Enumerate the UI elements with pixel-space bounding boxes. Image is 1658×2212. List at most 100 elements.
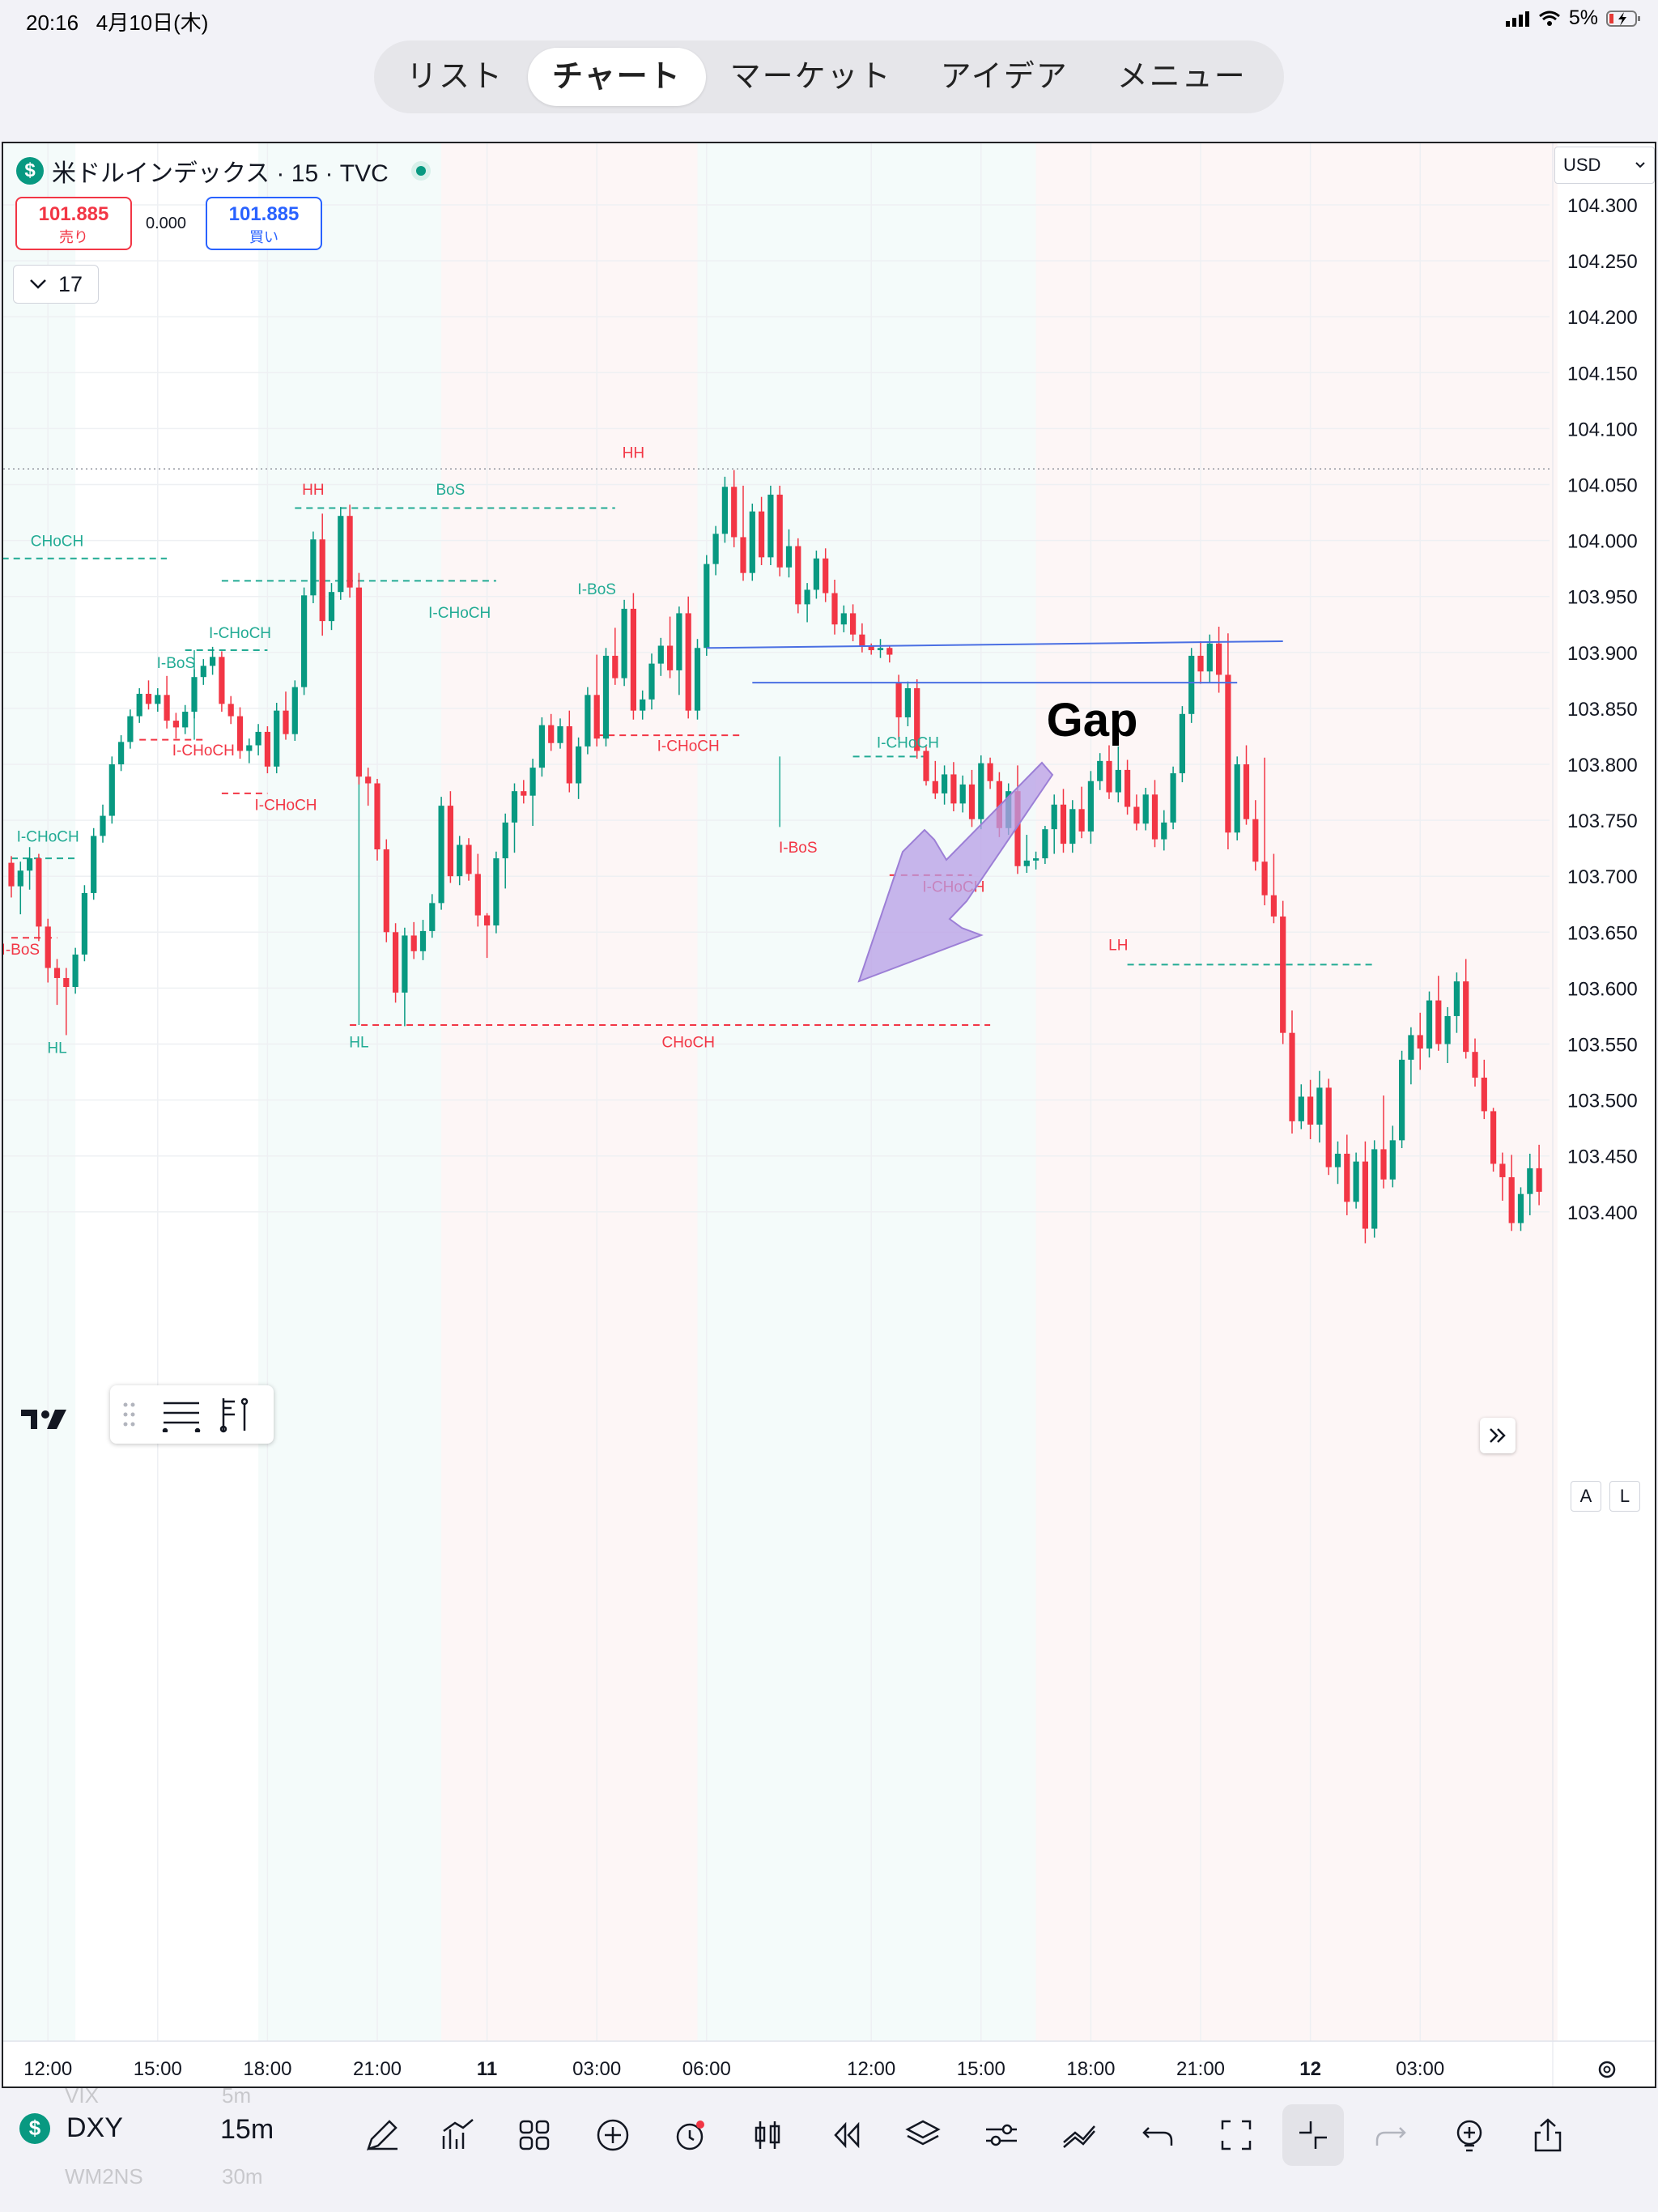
interval-picker[interactable]: 15m: [220, 2114, 274, 2145]
ideas-button[interactable]: [1443, 2109, 1495, 2161]
y-tick-label: 103.600: [1567, 978, 1638, 1000]
log-scale-button[interactable]: L: [1609, 1481, 1640, 1512]
candle-body: [319, 539, 325, 622]
redo-icon: [1375, 2127, 1406, 2146]
fib-icon[interactable]: [219, 1395, 251, 1434]
candle-body: [548, 725, 555, 743]
dollar-icon: $: [16, 157, 44, 185]
candle-body: [840, 613, 847, 625]
candle-body: [740, 537, 746, 573]
y-tick-label: 104.100: [1567, 419, 1638, 440]
scroll-to-realtime-button[interactable]: [1480, 1418, 1516, 1453]
candle-body: [785, 546, 793, 568]
chart-canvas[interactable]: 104.300 104.250 104.200 104.150 104.100 104.0…: [3, 143, 1655, 2087]
y-tick-label: 103.650: [1567, 922, 1638, 944]
candle-body: [557, 726, 563, 743]
candle-body: [767, 494, 774, 558]
x-tick-label: 12:00: [847, 2058, 895, 2080]
tab-menu[interactable]: メニュー: [1116, 60, 1247, 94]
x-tick-label: 06:00: [682, 2058, 731, 2080]
candle-body: [1051, 804, 1057, 830]
ghost-interval-below: 30m: [222, 2164, 263, 2189]
symbol-header[interactable]: $ 米ドルインデックス · 15 · TVC: [16, 153, 431, 189]
candle-body: [886, 648, 893, 655]
candle-body: [959, 784, 966, 804]
currency-select[interactable]: USD: [1554, 147, 1655, 184]
ideas-icon: [1456, 2120, 1482, 2152]
buy-button[interactable]: 101.885 買い: [206, 197, 322, 250]
candle-body: [1014, 791, 1021, 866]
candle-body: [996, 781, 1002, 828]
structure-label: I-CHoCH: [428, 605, 491, 622]
candle-body: [511, 791, 518, 823]
structure-label: LH: [1108, 937, 1128, 954]
candle-body: [1481, 1077, 1487, 1112]
y-tick-label: 103.700: [1567, 866, 1638, 888]
sell-button[interactable]: 101.885 売り: [15, 197, 132, 250]
candle-body: [447, 806, 453, 877]
collapse-button[interactable]: [1282, 2104, 1344, 2166]
candle-body: [1499, 1163, 1506, 1177]
trendline-button[interactable]: [1053, 2109, 1105, 2161]
candle-body: [1243, 764, 1250, 819]
replay-button[interactable]: [820, 2109, 872, 2161]
candle-body: [1353, 1161, 1359, 1202]
symbol-picker[interactable]: $ DXY: [19, 2112, 123, 2144]
drawing-floating-toolbar[interactable]: [110, 1385, 274, 1444]
battery-percent: 5%: [1568, 6, 1598, 29]
share-button[interactable]: [1522, 2109, 1574, 2161]
candle-type-button[interactable]: [742, 2109, 793, 2161]
candle-body: [721, 487, 728, 534]
indicators-button[interactable]: [432, 2109, 483, 2161]
indicator-toggle-button[interactable]: 17: [13, 265, 99, 304]
share-icon: [1534, 2118, 1562, 2152]
symbol-name: DXY: [66, 2112, 123, 2143]
redo-button[interactable]: [1365, 2109, 1417, 2161]
candle-body: [914, 688, 920, 751]
candle-body: [1206, 643, 1213, 672]
layers-button[interactable]: [897, 2109, 949, 2161]
candle-body: [493, 858, 500, 926]
candle-body: [438, 806, 444, 904]
candle-body: [1270, 895, 1277, 917]
x-tick-label: 15:00: [957, 2058, 1005, 2080]
structure-label: BoS: [436, 482, 465, 499]
market-open-icon: [410, 161, 431, 181]
tab-list[interactable]: リスト: [406, 60, 504, 94]
candle-body: [1151, 794, 1158, 840]
candle-body: [648, 663, 655, 700]
candle-body: [484, 915, 491, 926]
candle-body: [804, 589, 810, 605]
y-tick-label: 104.000: [1567, 531, 1638, 553]
symbol-title[interactable]: 米ドルインデックス · 15 · TVC: [52, 160, 389, 187]
fullscreen-button[interactable]: [1210, 2109, 1262, 2161]
auto-scale-button[interactable]: A: [1571, 1481, 1601, 1512]
add-icon: [597, 2119, 629, 2151]
candle-body: [657, 645, 664, 664]
candle-body: [685, 613, 691, 711]
candle-body: [1417, 1035, 1423, 1049]
alert-button[interactable]: [664, 2109, 716, 2161]
settings-button[interactable]: [976, 2109, 1027, 2161]
candle-body: [474, 874, 481, 916]
tab-chart[interactable]: チャート: [528, 48, 706, 106]
candle-body: [676, 613, 682, 670]
line-style-icon[interactable]: [160, 1397, 202, 1432]
candle-body: [328, 592, 335, 622]
candle-body: [877, 648, 884, 651]
candle-body: [1115, 769, 1121, 793]
tab-ideas[interactable]: アイデア: [940, 60, 1069, 94]
undo-button[interactable]: [1132, 2109, 1184, 2161]
y-tick-label: 104.050: [1567, 475, 1638, 497]
chart-panel[interactable]: 104.300 104.250 104.200 104.150 104.100 104.0…: [2, 142, 1656, 2088]
candle-body: [355, 587, 362, 777]
status-right: 5%: [1505, 6, 1642, 30]
drag-handle-icon[interactable]: [121, 1398, 138, 1431]
candle-body: [338, 516, 344, 593]
settings-gear-icon[interactable]: [1595, 2057, 1619, 2082]
candle-body: [172, 721, 179, 728]
templates-button[interactable]: [508, 2109, 560, 2161]
tab-market[interactable]: マーケット: [729, 60, 892, 94]
add-button[interactable]: [587, 2109, 639, 2161]
pen-button[interactable]: [355, 2109, 406, 2161]
